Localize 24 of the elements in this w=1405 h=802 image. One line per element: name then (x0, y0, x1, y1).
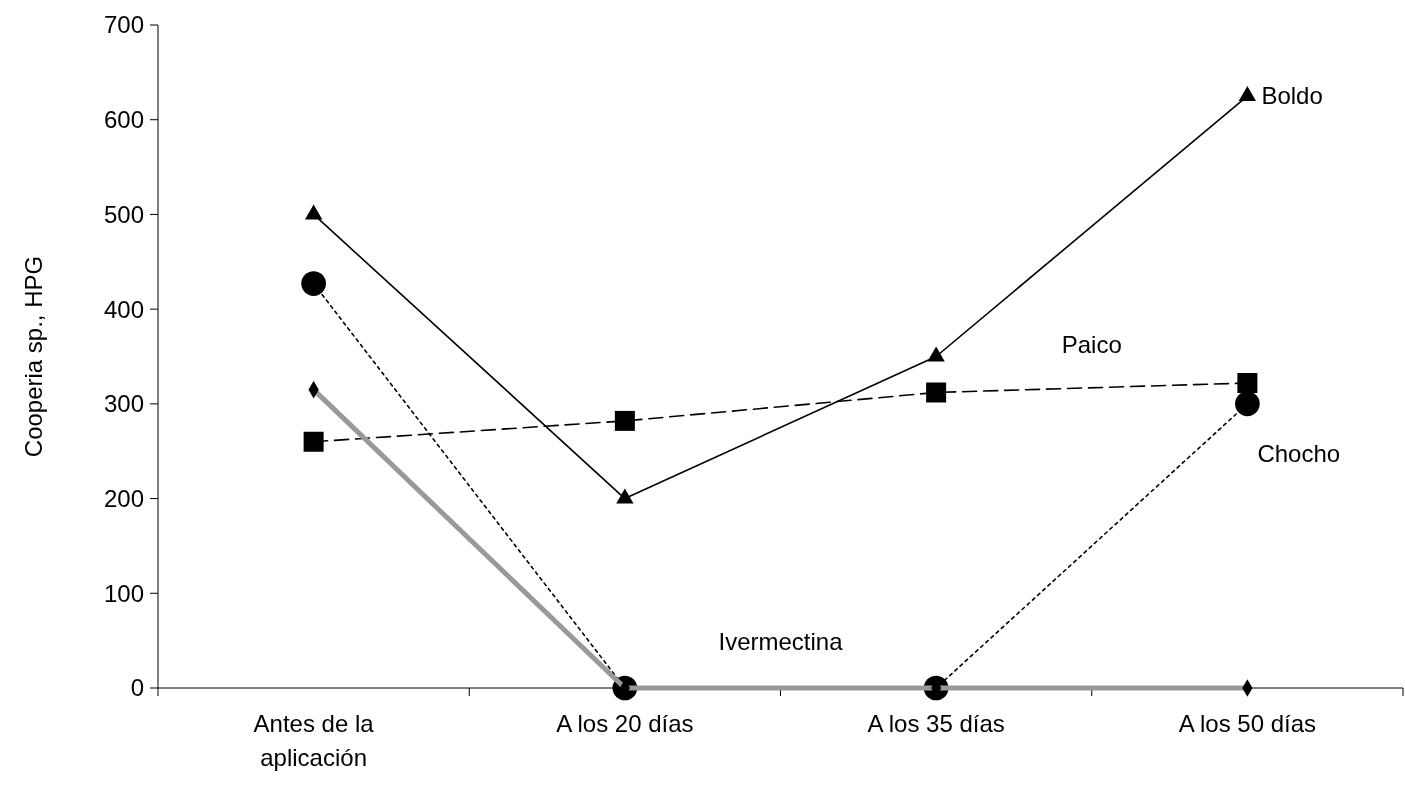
y-tick-label: 600 (103, 106, 144, 134)
x-tick-label: A los 50 días (1178, 710, 1317, 737)
x-tick-label: A los 20 días (556, 710, 694, 737)
series-label: Ivermectina (718, 628, 844, 655)
y-tick-label: 100 (103, 579, 144, 607)
y-tick-label: 400 (103, 295, 144, 323)
series-label: Boldo (1261, 82, 1323, 110)
point (303, 431, 324, 452)
y-tick-label: 200 (103, 484, 144, 512)
point (304, 204, 323, 220)
y-tick-label: 500 (103, 200, 144, 228)
series-label: Paico (1061, 331, 1122, 359)
point (926, 382, 947, 403)
x-tick-label: Antes de la aplicación (253, 710, 375, 771)
series-label: Chocho (1257, 439, 1341, 467)
x-tick-label: A los 35 días (867, 710, 1005, 737)
y-tick-label: 0 (130, 674, 144, 702)
point (1237, 373, 1258, 394)
point (614, 410, 635, 431)
y-tick-label: 700 (103, 11, 144, 39)
point (1238, 86, 1257, 102)
y-axis-title: Cooperia sp., HPG (20, 255, 47, 458)
point (927, 346, 945, 362)
y-tick-label: 300 (103, 390, 144, 418)
